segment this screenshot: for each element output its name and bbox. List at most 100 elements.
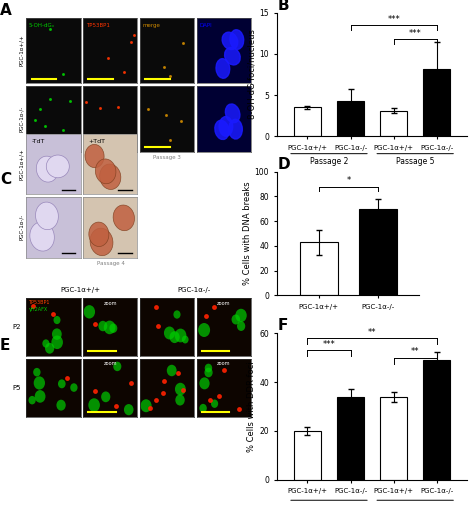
- Text: **: **: [368, 328, 376, 337]
- Bar: [423, 360, 450, 480]
- Text: A: A: [0, 3, 12, 18]
- Ellipse shape: [205, 364, 212, 372]
- Ellipse shape: [95, 159, 116, 184]
- Ellipse shape: [173, 311, 181, 319]
- Text: C: C: [0, 172, 11, 187]
- Text: Passage 5: Passage 5: [396, 157, 435, 166]
- Text: PGC-1α+/+: PGC-1α+/+: [18, 35, 24, 66]
- Bar: [300, 242, 338, 295]
- Ellipse shape: [237, 321, 245, 331]
- Text: Passage 4: Passage 4: [98, 261, 125, 266]
- Text: ***: ***: [409, 29, 421, 38]
- Ellipse shape: [88, 398, 100, 412]
- Ellipse shape: [85, 144, 104, 168]
- Ellipse shape: [113, 362, 121, 371]
- Ellipse shape: [175, 394, 185, 406]
- Y-axis label: % Cells with DDR foci: % Cells with DDR foci: [247, 361, 256, 452]
- Ellipse shape: [35, 390, 46, 402]
- Ellipse shape: [216, 59, 230, 78]
- Text: DAPI: DAPI: [200, 23, 212, 28]
- Text: PGC-1α+/+: PGC-1α+/+: [18, 148, 24, 180]
- Ellipse shape: [45, 343, 54, 354]
- Ellipse shape: [236, 309, 247, 322]
- Ellipse shape: [30, 222, 55, 251]
- Text: Passage 3: Passage 3: [153, 155, 181, 160]
- Ellipse shape: [52, 328, 62, 340]
- Ellipse shape: [182, 335, 189, 343]
- Ellipse shape: [175, 383, 186, 395]
- Text: PGC-1α+/+: PGC-1α+/+: [61, 287, 100, 293]
- Bar: [294, 431, 321, 480]
- Ellipse shape: [222, 32, 238, 49]
- Ellipse shape: [170, 331, 180, 343]
- Ellipse shape: [83, 305, 95, 319]
- Bar: [380, 397, 407, 480]
- Ellipse shape: [89, 222, 109, 246]
- Text: Passage 2: Passage 2: [310, 157, 348, 166]
- Bar: [337, 397, 364, 480]
- Ellipse shape: [219, 117, 233, 136]
- Ellipse shape: [204, 368, 213, 377]
- Text: B: B: [277, 0, 289, 13]
- Text: γH2AFX: γH2AFX: [28, 307, 48, 312]
- Ellipse shape: [113, 205, 135, 231]
- Ellipse shape: [200, 404, 207, 413]
- Text: zoom: zoom: [217, 301, 231, 306]
- Text: +TdT: +TdT: [88, 139, 105, 144]
- Ellipse shape: [164, 327, 175, 339]
- Text: merge: merge: [143, 23, 160, 28]
- Text: zoom: zoom: [103, 301, 117, 306]
- Text: *: *: [346, 176, 350, 185]
- Text: F: F: [277, 318, 288, 333]
- Ellipse shape: [99, 321, 107, 331]
- Y-axis label: 8-OH-dG foci/nucleus: 8-OH-dG foci/nucleus: [247, 30, 256, 119]
- Ellipse shape: [140, 399, 152, 412]
- Ellipse shape: [36, 156, 58, 182]
- Text: P2: P2: [13, 324, 21, 330]
- Text: ***: ***: [323, 340, 336, 349]
- Text: D: D: [277, 157, 290, 172]
- Ellipse shape: [174, 329, 186, 342]
- Ellipse shape: [54, 316, 61, 324]
- Ellipse shape: [200, 377, 210, 389]
- Bar: [359, 209, 397, 295]
- Ellipse shape: [228, 119, 242, 139]
- Ellipse shape: [215, 120, 229, 139]
- Ellipse shape: [34, 376, 45, 389]
- Text: zoom: zoom: [217, 362, 231, 367]
- Ellipse shape: [42, 339, 49, 347]
- Bar: [380, 111, 407, 136]
- Ellipse shape: [28, 396, 36, 405]
- Text: **: **: [411, 347, 419, 356]
- Ellipse shape: [58, 379, 65, 388]
- Ellipse shape: [231, 315, 240, 325]
- Text: zoom: zoom: [103, 362, 117, 367]
- Text: P5: P5: [13, 385, 21, 390]
- Ellipse shape: [46, 155, 69, 178]
- Ellipse shape: [36, 202, 58, 230]
- Ellipse shape: [101, 391, 110, 402]
- Ellipse shape: [100, 164, 121, 189]
- Ellipse shape: [70, 383, 78, 392]
- Text: -TdT: -TdT: [31, 139, 45, 144]
- Text: TP53BP1: TP53BP1: [28, 300, 50, 305]
- Ellipse shape: [167, 365, 177, 376]
- Ellipse shape: [230, 30, 244, 49]
- Ellipse shape: [109, 324, 118, 333]
- Ellipse shape: [90, 228, 113, 256]
- Ellipse shape: [124, 404, 134, 415]
- Text: PGC-1α-/-: PGC-1α-/-: [18, 214, 24, 240]
- Ellipse shape: [104, 321, 116, 334]
- Ellipse shape: [33, 368, 41, 377]
- Ellipse shape: [56, 399, 66, 411]
- Text: ***: ***: [387, 15, 400, 24]
- Text: 5-OH-dGₓ: 5-OH-dGₓ: [29, 23, 55, 28]
- Bar: [423, 69, 450, 136]
- Ellipse shape: [51, 335, 63, 349]
- Bar: [337, 101, 364, 136]
- Text: TP53BP1: TP53BP1: [86, 23, 109, 28]
- Ellipse shape: [211, 399, 218, 408]
- Y-axis label: % Cells with DNA breaks: % Cells with DNA breaks: [243, 182, 252, 285]
- Ellipse shape: [225, 47, 240, 65]
- Ellipse shape: [198, 323, 210, 337]
